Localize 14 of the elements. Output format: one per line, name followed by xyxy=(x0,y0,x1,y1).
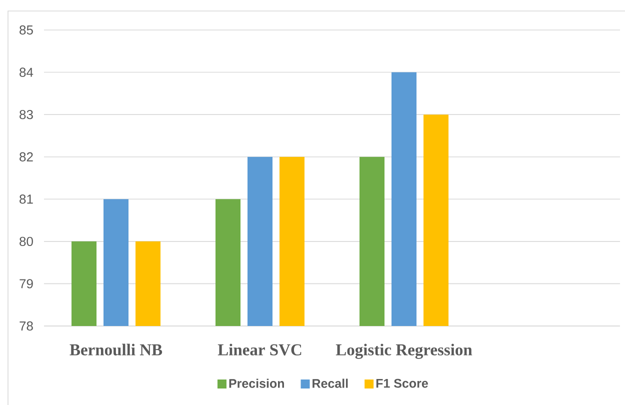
y-tick-label: 79 xyxy=(20,279,33,288)
y-tick-label: 82 xyxy=(20,152,33,162)
x-tick-label: Bernoulli NB xyxy=(70,344,162,356)
legend-label: Recall xyxy=(312,378,348,388)
x-tick-label: Logistic Regression xyxy=(336,344,472,359)
y-tick-label: 83 xyxy=(20,110,33,120)
x-tick-label: Linear SVC xyxy=(218,344,302,356)
y-tick-label: 85 xyxy=(20,25,33,35)
y-tick-label: 78 xyxy=(20,321,33,331)
legend-label: Precision xyxy=(229,378,284,388)
y-tick-label: 80 xyxy=(20,236,33,246)
y-tick-label: 84 xyxy=(20,68,34,77)
legend-label: F1 Score xyxy=(376,378,428,388)
y-tick-label: 81 xyxy=(20,194,33,204)
